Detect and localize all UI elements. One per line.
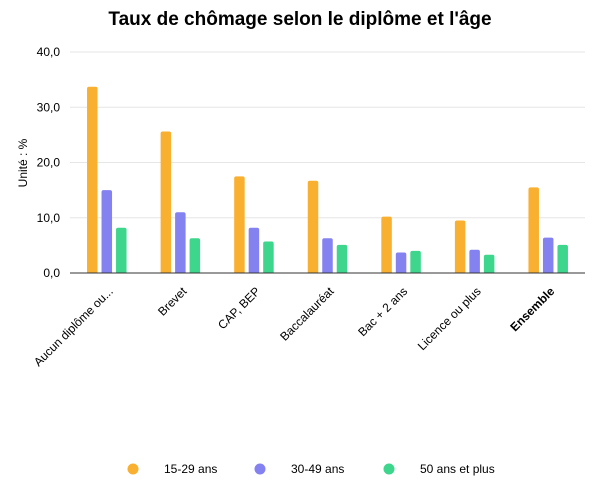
y-tick-label: 10,0 — [37, 211, 61, 225]
x-tick-label: Ensemble — [507, 284, 557, 334]
bar[interactable] — [175, 212, 186, 273]
bar[interactable] — [263, 241, 274, 273]
legend-label: 30-49 ans — [291, 462, 344, 476]
y-axis-label: Unité : % — [16, 138, 30, 187]
bar[interactable] — [381, 216, 392, 273]
legend-marker — [383, 463, 395, 475]
legend-marker — [254, 463, 266, 475]
bar[interactable] — [160, 131, 172, 273]
bar[interactable] — [116, 227, 127, 273]
bar[interactable] — [395, 252, 407, 273]
x-tick-label: Aucun diplôme ou... — [31, 284, 116, 369]
x-tick-label: Licence ou plus — [415, 284, 484, 353]
legend-item[interactable]: 50 ans et plus — [383, 462, 495, 476]
y-tick-label: 0,0 — [43, 266, 60, 280]
x-tick-label: Bac + 2 ans — [355, 284, 410, 339]
x-tick-label: Brevet — [155, 284, 190, 319]
bar[interactable] — [322, 238, 333, 273]
x-tick-label: CAP, BEP — [215, 284, 263, 332]
bar[interactable] — [528, 187, 539, 273]
legend-label: 50 ans et plus — [420, 462, 495, 476]
bar[interactable] — [557, 244, 568, 273]
y-tick-label: 30,0 — [37, 100, 61, 114]
bars — [87, 86, 568, 274]
chart-title: Taux de chômage selon le diplôme et l'âg… — [108, 9, 491, 30]
grid-lines — [70, 51, 585, 219]
legend-label: 15-29 ans — [164, 462, 217, 476]
bar[interactable] — [189, 238, 201, 273]
legend-item[interactable]: 30-49 ans — [254, 462, 345, 476]
bar[interactable] — [410, 250, 421, 273]
y-tick-label: 40,0 — [37, 45, 61, 59]
bar[interactable] — [307, 180, 319, 273]
x-tick-label: Baccalauréat — [277, 284, 337, 344]
y-tick-label: 20,0 — [37, 156, 61, 170]
legend-marker — [127, 463, 139, 475]
bar[interactable] — [454, 220, 466, 273]
bar[interactable] — [101, 190, 113, 273]
bar[interactable] — [469, 249, 480, 273]
legend-item[interactable]: 15-29 ans — [127, 462, 218, 476]
x-axis-ticks: Aucun diplôme ou... Brevet CAP, BEP Baccala… — [31, 284, 558, 369]
bar[interactable] — [234, 176, 245, 273]
bar[interactable] — [248, 227, 260, 273]
bar[interactable] — [87, 86, 98, 274]
bar[interactable] — [336, 244, 348, 273]
y-axis-ticks: 0,0 10,0 20,0 30,0 40,0 — [37, 45, 61, 280]
bar[interactable] — [483, 254, 495, 273]
bar[interactable] — [542, 237, 554, 273]
legend: 15-29 ans 30-49 ans 50 ans et plus — [127, 462, 495, 476]
